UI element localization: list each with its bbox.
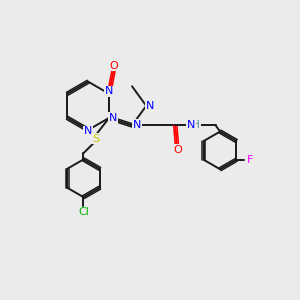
Text: O: O: [109, 61, 118, 70]
Text: S: S: [92, 134, 99, 143]
Text: N: N: [105, 86, 113, 96]
Text: N: N: [146, 101, 154, 111]
Text: F: F: [247, 155, 253, 165]
Text: H: H: [192, 120, 200, 130]
Text: N: N: [187, 120, 195, 130]
Text: N: N: [133, 120, 142, 130]
Text: Cl: Cl: [78, 207, 89, 218]
Text: N: N: [84, 126, 92, 136]
Text: O: O: [173, 145, 182, 154]
Text: N: N: [108, 113, 117, 123]
